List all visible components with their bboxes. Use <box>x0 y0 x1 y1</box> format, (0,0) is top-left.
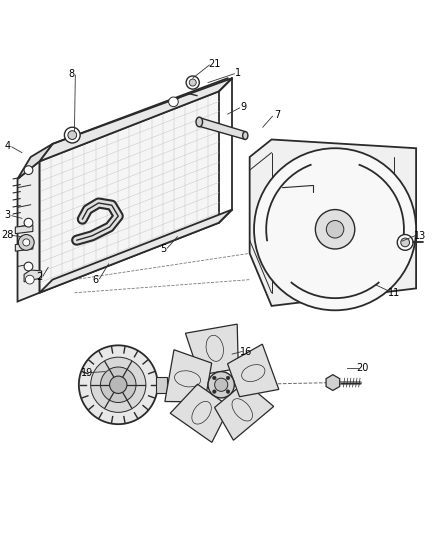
Circle shape <box>208 372 234 398</box>
Polygon shape <box>39 209 232 293</box>
Circle shape <box>24 166 33 174</box>
Circle shape <box>79 345 158 424</box>
Circle shape <box>212 390 216 393</box>
Circle shape <box>397 235 413 251</box>
Polygon shape <box>39 78 232 161</box>
Circle shape <box>23 239 30 246</box>
Text: 16: 16 <box>240 348 252 357</box>
Text: 19: 19 <box>81 368 93 378</box>
Text: 4: 4 <box>5 141 11 151</box>
Circle shape <box>68 131 77 140</box>
Circle shape <box>64 127 80 143</box>
Text: 21: 21 <box>208 59 221 69</box>
Polygon shape <box>15 225 33 233</box>
Text: 11: 11 <box>388 288 400 298</box>
Polygon shape <box>165 350 212 402</box>
Polygon shape <box>15 243 33 251</box>
Polygon shape <box>170 384 230 442</box>
Circle shape <box>186 76 199 89</box>
Circle shape <box>24 219 33 227</box>
Polygon shape <box>185 324 238 375</box>
Circle shape <box>24 262 33 271</box>
Circle shape <box>18 235 34 251</box>
Polygon shape <box>156 377 166 393</box>
Polygon shape <box>18 144 53 179</box>
Circle shape <box>215 378 228 391</box>
Polygon shape <box>250 140 416 306</box>
Circle shape <box>226 390 230 393</box>
Text: 8: 8 <box>68 69 74 79</box>
Circle shape <box>315 209 355 249</box>
Ellipse shape <box>243 132 248 140</box>
Circle shape <box>189 79 196 86</box>
Polygon shape <box>39 91 219 293</box>
Text: 3: 3 <box>4 210 10 220</box>
Ellipse shape <box>196 117 203 127</box>
Text: 13: 13 <box>413 231 426 241</box>
Text: 6: 6 <box>92 274 99 285</box>
Circle shape <box>326 221 344 238</box>
Circle shape <box>25 275 34 284</box>
Polygon shape <box>326 375 340 391</box>
Polygon shape <box>18 161 39 302</box>
Circle shape <box>254 148 416 310</box>
Circle shape <box>226 376 230 379</box>
Text: 7: 7 <box>274 110 280 120</box>
Circle shape <box>212 376 216 379</box>
Circle shape <box>110 376 127 393</box>
Circle shape <box>91 357 146 413</box>
Polygon shape <box>24 270 42 282</box>
Text: 5: 5 <box>160 244 166 254</box>
Polygon shape <box>215 382 274 440</box>
Text: 20: 20 <box>357 363 369 373</box>
Circle shape <box>169 97 178 107</box>
Circle shape <box>100 367 136 402</box>
Polygon shape <box>199 118 245 140</box>
Text: 1: 1 <box>235 68 241 78</box>
Text: 2: 2 <box>36 272 42 281</box>
Circle shape <box>401 238 410 247</box>
Text: 28: 28 <box>1 230 13 239</box>
Text: 9: 9 <box>240 102 246 112</box>
Polygon shape <box>228 344 279 397</box>
